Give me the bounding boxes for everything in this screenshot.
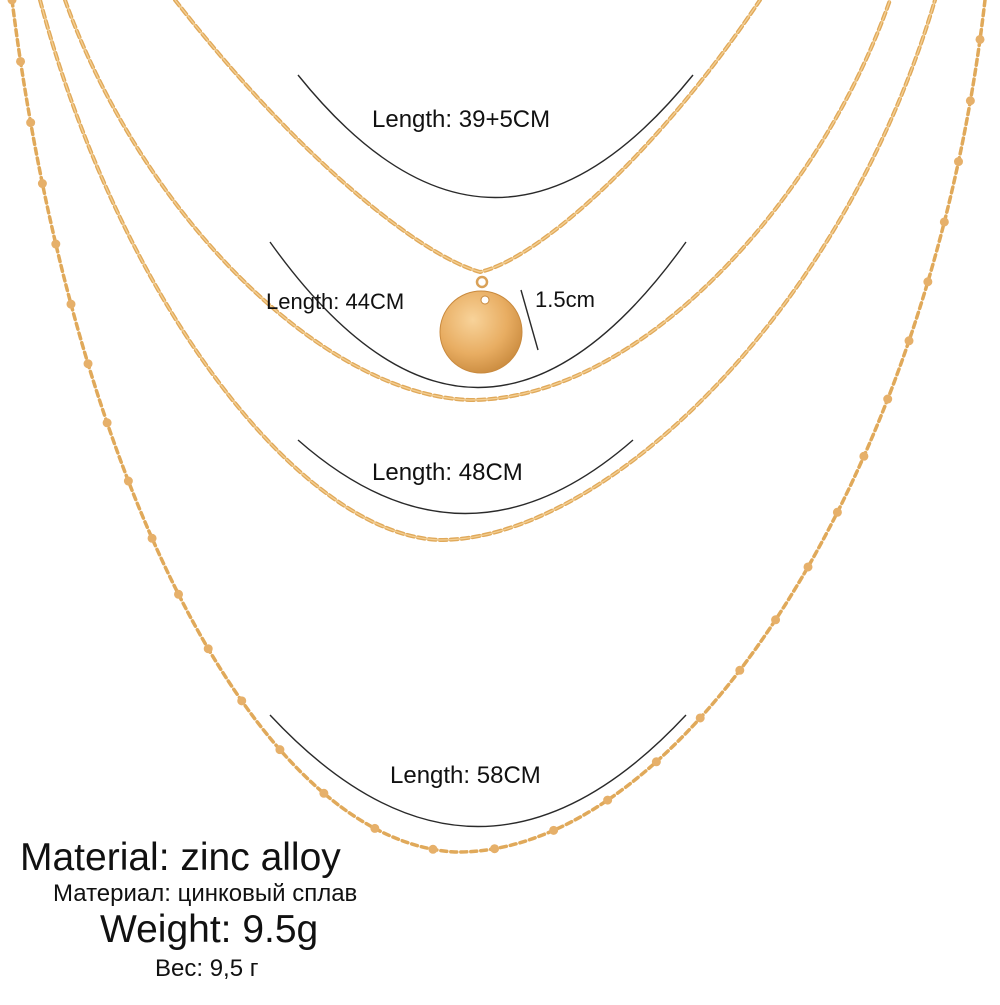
length-label-44cm: Length: 44CM (266, 289, 405, 314)
length-label-39cm: Length: 39+5CM (372, 106, 551, 133)
weight-russian: Вес: 9,5 г (155, 955, 259, 982)
length-label-58cm: Length: 58CM (390, 762, 541, 789)
guide-arc-39cm (297, 74, 694, 199)
pendant-size-line (520, 289, 539, 351)
guide-arc-48cm (297, 439, 634, 515)
chain-44cm (63, 0, 892, 403)
length-label-48cm: Length: 48CM (372, 459, 523, 486)
guide-arc-58cm (269, 714, 687, 828)
weight-english: Weight: 9.5g (100, 908, 319, 951)
material-russian: Материал: цинковый сплав (53, 880, 358, 907)
pendant-disc (439, 275, 523, 374)
chain-39cm (173, 0, 762, 275)
guide-arc-44cm (269, 241, 687, 388)
chain-48cm (38, 0, 937, 543)
pendant-size-label: 1.5cm (535, 287, 595, 312)
material-english: Material: zinc alloy (20, 836, 341, 879)
guide-arcs (269, 74, 694, 828)
chain-58cm (7, 0, 990, 857)
